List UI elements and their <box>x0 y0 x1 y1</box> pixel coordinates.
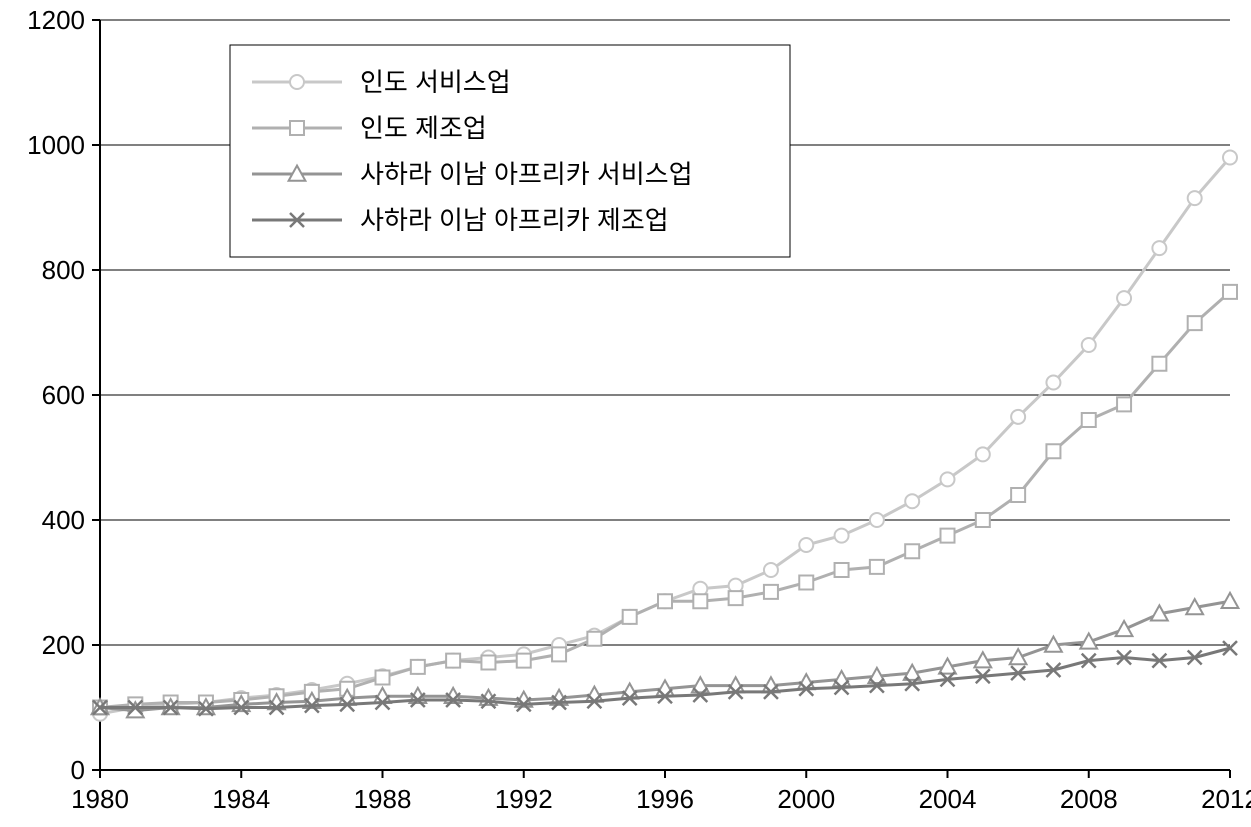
legend: 인도 서비스업인도 제조업사하라 이남 아프리카 서비스업사하라 이남 아프리카… <box>230 45 790 257</box>
y-tick-label: 400 <box>42 505 85 535</box>
legend-label: 사하라 이남 아프리카 서비스업 <box>360 159 693 189</box>
y-tick-label: 800 <box>42 255 85 285</box>
x-tick-label: 2008 <box>1060 784 1118 814</box>
y-tick-label: 0 <box>71 755 85 785</box>
x-tick-label: 2000 <box>777 784 835 814</box>
y-tick-label: 1000 <box>27 130 85 160</box>
x-tick-label: 2004 <box>919 784 977 814</box>
x-tick-label: 1988 <box>354 784 412 814</box>
legend-label: 인도 제조업 <box>360 113 487 143</box>
y-tick-label: 600 <box>42 380 85 410</box>
y-tick-label: 1200 <box>27 5 85 35</box>
legend-label: 인도 서비스업 <box>360 67 511 97</box>
line-chart: 0 200 400 600 800 1000 1200 1980 1984 1988 1992 199… <box>0 0 1251 827</box>
x-tick-label: 1996 <box>636 784 694 814</box>
x-tick-label: 1992 <box>495 784 553 814</box>
x-tick-label: 2012 <box>1201 784 1251 814</box>
x-tick-label: 1980 <box>71 784 129 814</box>
y-tick-label: 200 <box>42 630 85 660</box>
legend-label: 사하라 이남 아프리카 제조업 <box>360 205 669 235</box>
chart-svg: 0 200 400 600 800 1000 1200 1980 1984 1988 1992 199… <box>0 0 1251 827</box>
x-tick-label: 1984 <box>212 784 270 814</box>
